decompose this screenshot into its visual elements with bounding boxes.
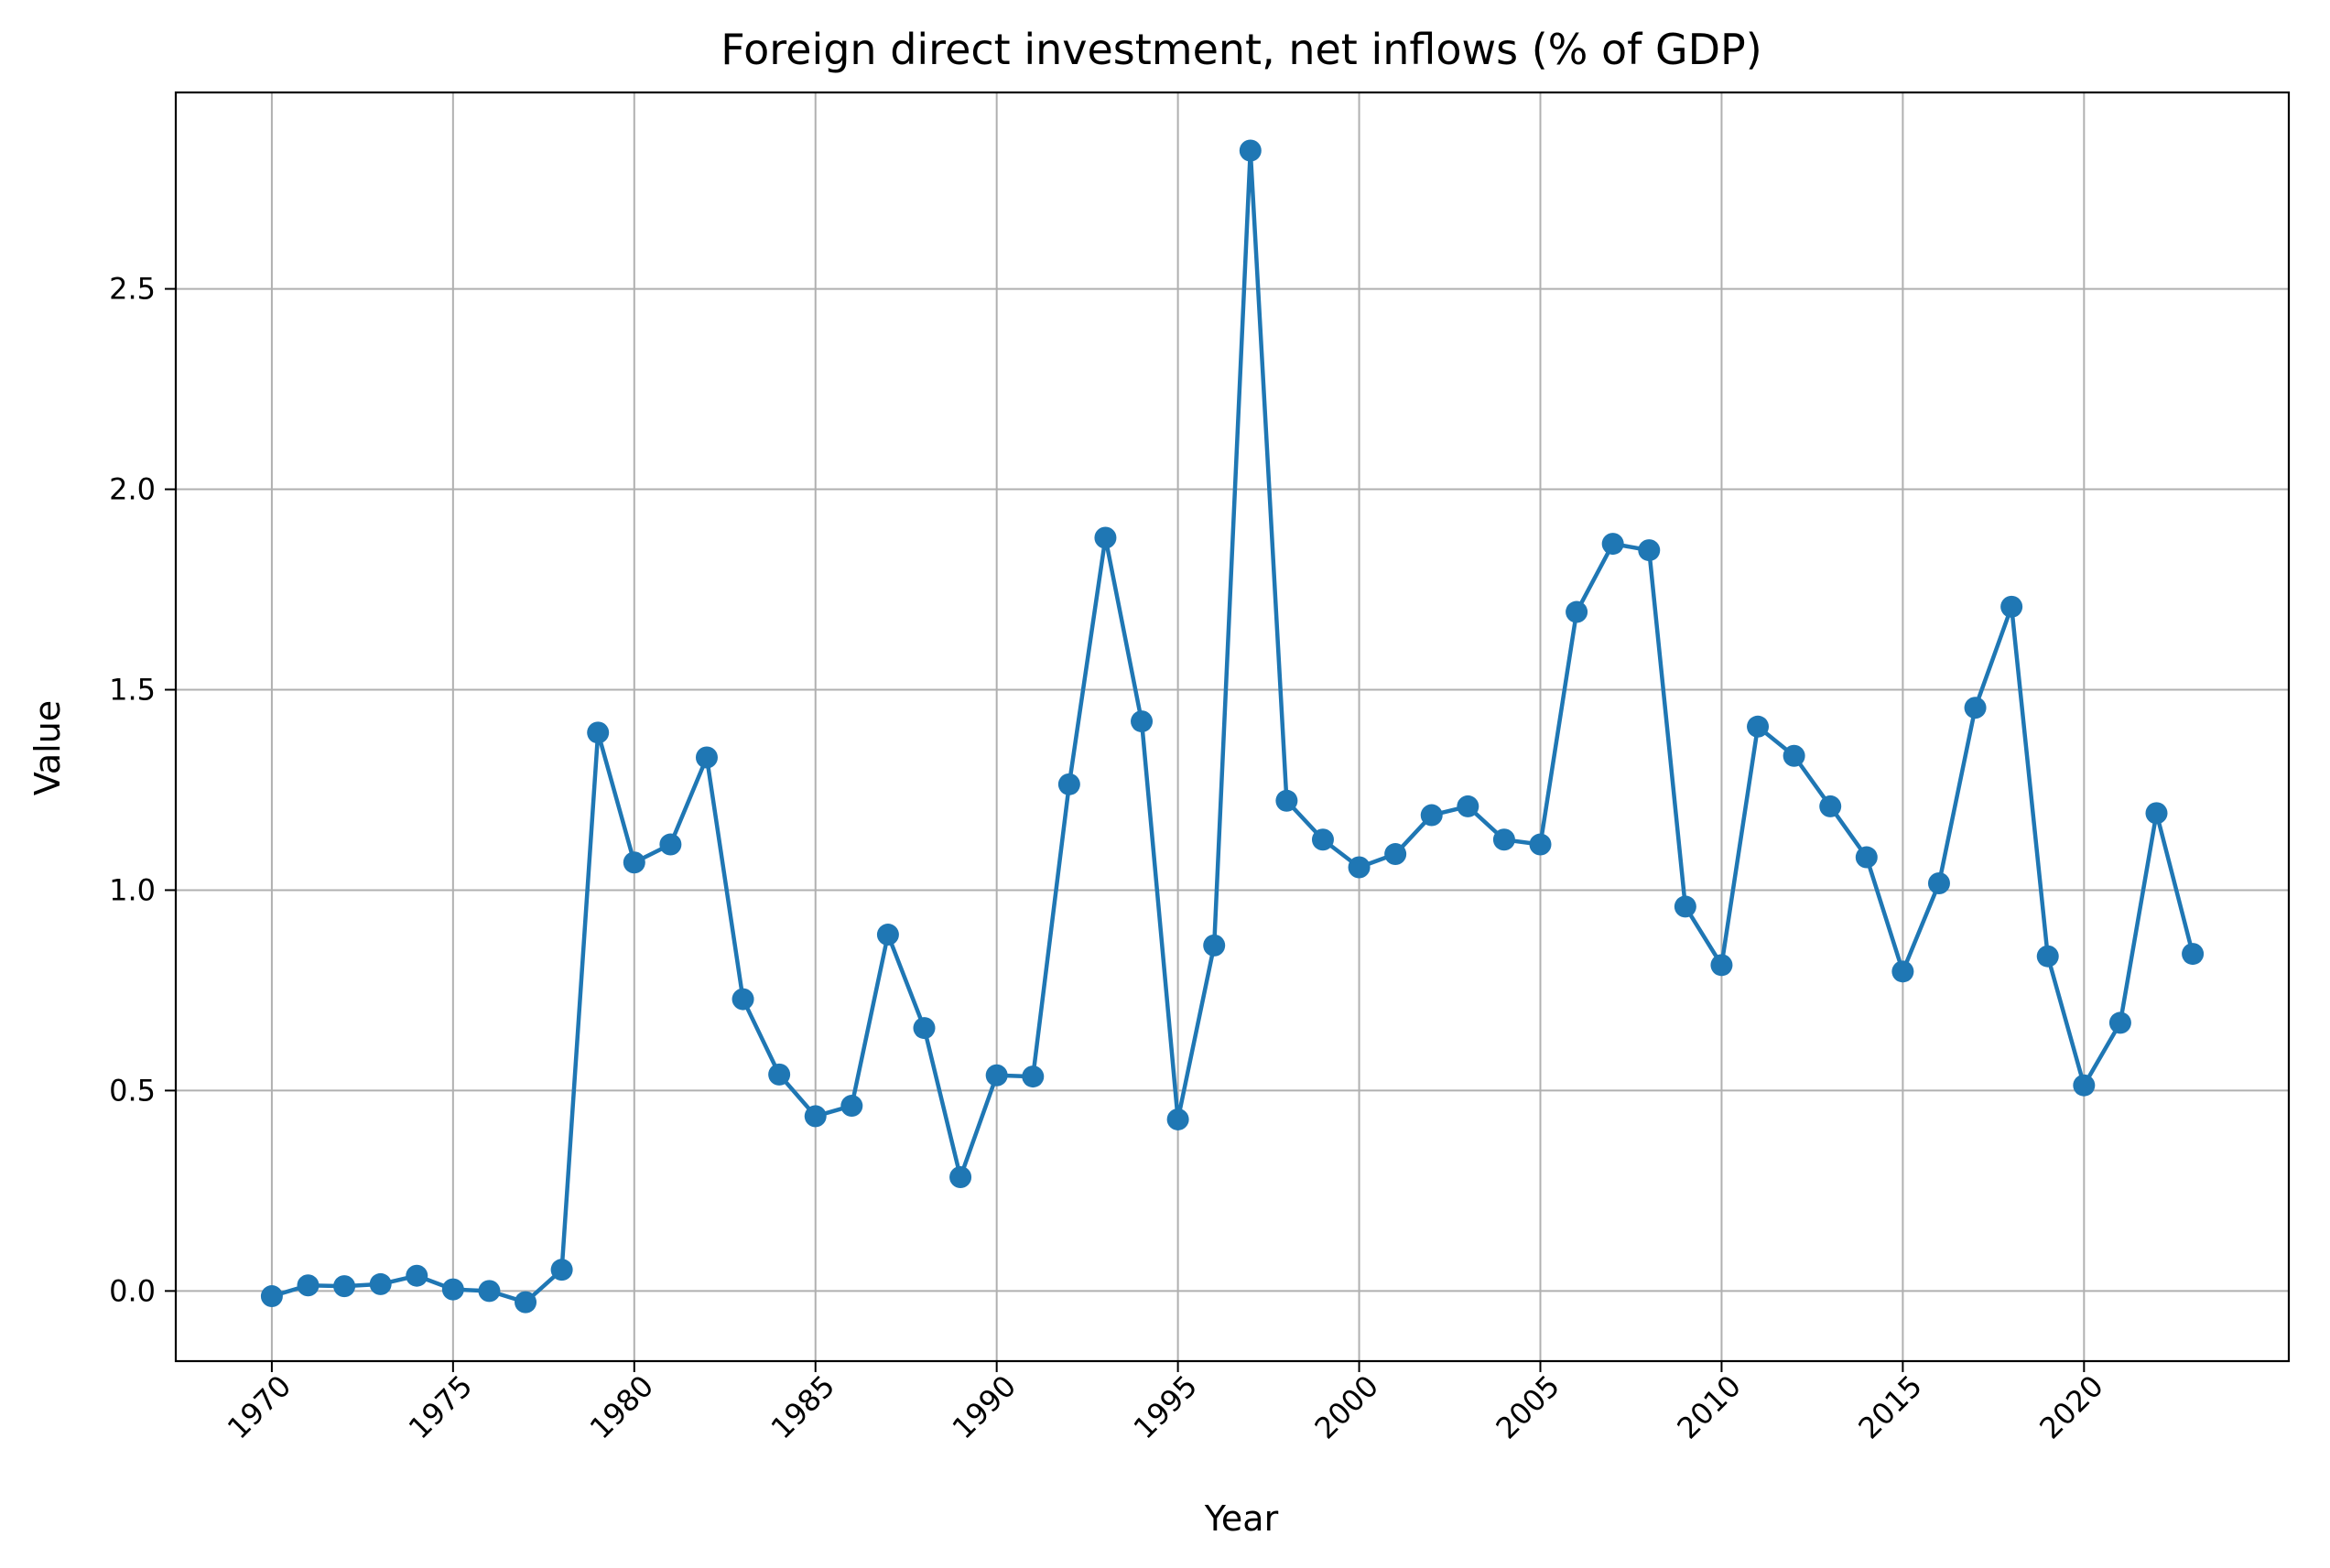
data-point xyxy=(1420,804,1443,827)
data-point xyxy=(1166,1108,1189,1130)
data-point xyxy=(1601,533,1624,556)
data-point xyxy=(2036,945,2059,968)
y-tick-label: 1.5 xyxy=(109,672,156,707)
data-point xyxy=(913,1017,936,1040)
data-point xyxy=(441,1278,464,1301)
data-point xyxy=(768,1063,791,1086)
data-point xyxy=(2108,1011,2131,1034)
data-point xyxy=(406,1264,428,1287)
y-tick-label: 0.0 xyxy=(109,1273,156,1308)
data-point xyxy=(1131,710,1154,733)
y-tick-label: 0.5 xyxy=(109,1073,156,1108)
data-point xyxy=(1783,744,1805,767)
data-point xyxy=(1492,828,1515,851)
data-point xyxy=(804,1105,827,1128)
data-series xyxy=(260,139,2205,1314)
data-point xyxy=(1057,773,1080,795)
series-line xyxy=(269,148,2195,1304)
data-point xyxy=(1674,895,1696,918)
y-axis-label: Value xyxy=(27,700,68,795)
data-point xyxy=(949,1165,972,1188)
data-point xyxy=(732,988,754,1011)
data-point xyxy=(1927,872,1950,895)
y-tick-label: 1.0 xyxy=(109,872,156,907)
y-tick-label: 2.5 xyxy=(109,272,156,307)
data-point xyxy=(1891,960,1914,983)
data-point xyxy=(2145,802,2168,825)
data-point xyxy=(1275,789,1298,812)
data-point xyxy=(1022,1065,1045,1088)
data-point xyxy=(333,1275,356,1298)
chart-title: Foreign direct investment, net inflows (… xyxy=(721,25,1761,74)
data-point xyxy=(369,1272,392,1295)
data-point xyxy=(840,1095,863,1118)
data-point xyxy=(1094,526,1117,549)
data-point xyxy=(1964,697,1987,719)
data-point xyxy=(1638,539,1661,562)
data-point xyxy=(623,851,645,874)
data-point xyxy=(1457,795,1479,817)
data-point xyxy=(659,833,682,856)
x-axis-label: Year xyxy=(1204,1498,1279,1539)
data-point xyxy=(1348,856,1371,879)
data-point xyxy=(2073,1074,2096,1097)
data-point xyxy=(1311,828,1334,851)
data-point xyxy=(297,1274,320,1297)
data-point xyxy=(587,721,610,744)
data-point xyxy=(478,1280,501,1303)
data-point xyxy=(695,746,718,769)
data-point xyxy=(550,1259,573,1281)
data-point xyxy=(1710,954,1733,977)
data-point xyxy=(1566,600,1588,623)
data-point xyxy=(260,1285,283,1308)
data-point xyxy=(1203,934,1226,957)
data-point xyxy=(1529,833,1552,856)
data-point xyxy=(876,924,899,946)
data-point xyxy=(985,1064,1008,1087)
data-point xyxy=(2000,595,2023,618)
y-tick-label: 2.0 xyxy=(109,472,156,507)
data-point xyxy=(515,1291,537,1314)
data-point xyxy=(1384,843,1407,866)
data-point xyxy=(1819,795,1842,817)
plot-frame xyxy=(174,91,2291,1363)
data-point xyxy=(2182,943,2205,966)
data-point xyxy=(1855,846,1878,869)
data-point xyxy=(1239,139,1262,162)
data-point xyxy=(1747,715,1770,738)
